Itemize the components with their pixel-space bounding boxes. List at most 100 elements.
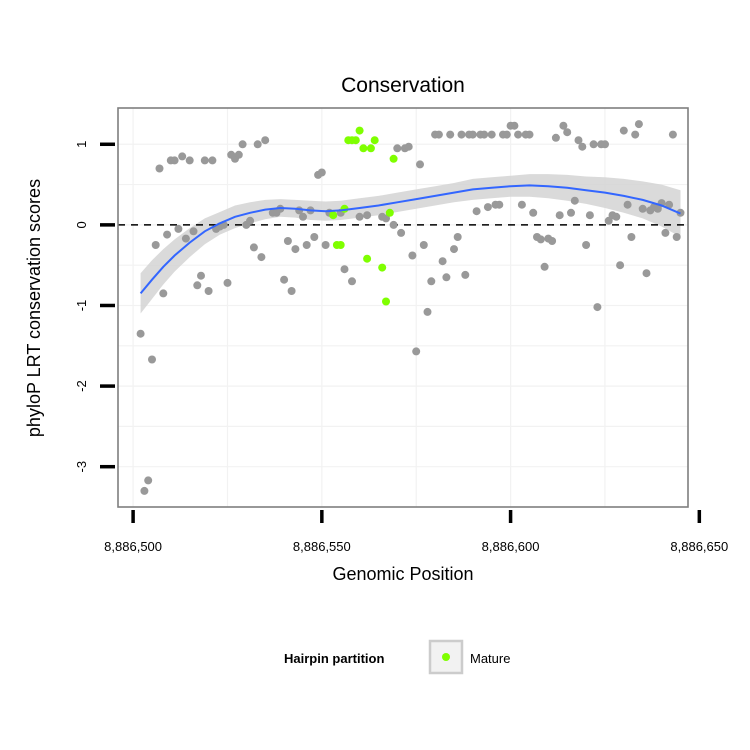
- data-point: [593, 303, 602, 312]
- data-point: [181, 234, 190, 243]
- legend-mature-label: Mature: [470, 651, 510, 666]
- data-point: [404, 142, 413, 151]
- data-point: [261, 136, 270, 145]
- data-point: [623, 200, 632, 209]
- smooth-trend-line: [139, 184, 681, 295]
- data-point: [253, 140, 262, 149]
- points-mature: [329, 126, 398, 306]
- data-point: [348, 277, 356, 286]
- data-point: [604, 216, 613, 225]
- data-point: [601, 140, 609, 149]
- data-point: [634, 120, 643, 129]
- data-point: [480, 130, 489, 139]
- data-point: [287, 287, 296, 295]
- data-point: [585, 211, 594, 220]
- data-point: [536, 235, 545, 244]
- data-point: [457, 130, 466, 139]
- data-point: [438, 257, 447, 266]
- data-point: [163, 230, 172, 239]
- data-point: [427, 277, 436, 286]
- x-tick-label: 8,886,550: [293, 539, 351, 554]
- legend-mature-dot: [442, 653, 450, 661]
- data-point: [574, 136, 583, 145]
- data-point: [382, 214, 390, 223]
- confidence-band-area: [140, 174, 681, 314]
- chart-title: Conservation: [341, 74, 465, 97]
- data-point: [412, 347, 421, 356]
- data-point: [631, 130, 640, 139]
- data-point: [408, 251, 417, 260]
- data-point: [283, 237, 292, 245]
- points-other: [136, 120, 685, 495]
- data-point: [442, 273, 451, 282]
- data-point: [578, 142, 587, 151]
- data-point: [582, 241, 591, 249]
- data-point: [223, 278, 232, 287]
- data-point: [200, 156, 209, 165]
- data-point-mature: [385, 208, 394, 217]
- data-point: [487, 130, 496, 139]
- data-point: [619, 126, 628, 135]
- data-point-mature: [370, 136, 379, 145]
- data-point: [140, 486, 149, 495]
- data-point-mature: [382, 297, 390, 306]
- data-point: [246, 216, 255, 225]
- data-point: [355, 212, 364, 221]
- data-point: [257, 253, 266, 262]
- y-tick-label: 0: [74, 221, 89, 228]
- legend: Hairpin partition Mature: [284, 639, 510, 675]
- data-point: [204, 287, 213, 295]
- data-point: [170, 156, 179, 165]
- data-point: [189, 227, 198, 236]
- data-point: [317, 168, 326, 177]
- data-point: [495, 200, 504, 209]
- y-axis: -3 -2 -1 0 1: [74, 141, 115, 473]
- data-point: [151, 241, 160, 249]
- data-point: [299, 212, 307, 221]
- data-point: [291, 245, 300, 254]
- data-point: [389, 220, 398, 229]
- data-point: [665, 200, 674, 209]
- data-point: [483, 203, 492, 212]
- confidence-band: [140, 174, 681, 314]
- y-tick-label: -3: [74, 461, 89, 473]
- data-point: [302, 241, 311, 249]
- data-point-mature: [336, 241, 345, 249]
- data-point: [197, 271, 205, 280]
- data-point: [144, 476, 153, 485]
- data-point-mature: [389, 154, 398, 163]
- data-point: [280, 275, 289, 284]
- x-tick-label: 8,886,500: [104, 539, 162, 554]
- data-point-mature: [359, 144, 368, 153]
- data-point: [155, 164, 164, 173]
- x-axis: 8,886,500 8,886,550 8,886,600 8,886,650: [104, 510, 728, 554]
- data-point-mature: [355, 126, 364, 135]
- data-point: [653, 204, 662, 213]
- data-point: [148, 355, 156, 364]
- data-point: [472, 207, 481, 216]
- data-point: [340, 265, 349, 274]
- data-point: [136, 329, 145, 338]
- grid-lines: [118, 108, 688, 507]
- data-point: [159, 289, 168, 298]
- data-point: [642, 269, 651, 278]
- plot-panel-border: [117, 107, 689, 508]
- data-point: [419, 241, 428, 249]
- data-point: [525, 130, 534, 139]
- data-point: [668, 130, 677, 139]
- data-point: [627, 233, 636, 241]
- data-point: [450, 245, 458, 254]
- x-axis-title: Genomic Position: [332, 564, 473, 584]
- y-tick-label: -1: [74, 300, 89, 312]
- y-tick-label: 1: [74, 141, 89, 148]
- x-tick-label: 8,886,600: [482, 539, 540, 554]
- data-point: [249, 243, 258, 252]
- data-point: [661, 228, 670, 237]
- data-point: [616, 261, 625, 270]
- data-point: [453, 233, 462, 241]
- data-point: [612, 212, 621, 221]
- data-point: [567, 208, 575, 217]
- data-point: [563, 128, 572, 137]
- data-point: [193, 281, 202, 290]
- data-point: [570, 196, 579, 205]
